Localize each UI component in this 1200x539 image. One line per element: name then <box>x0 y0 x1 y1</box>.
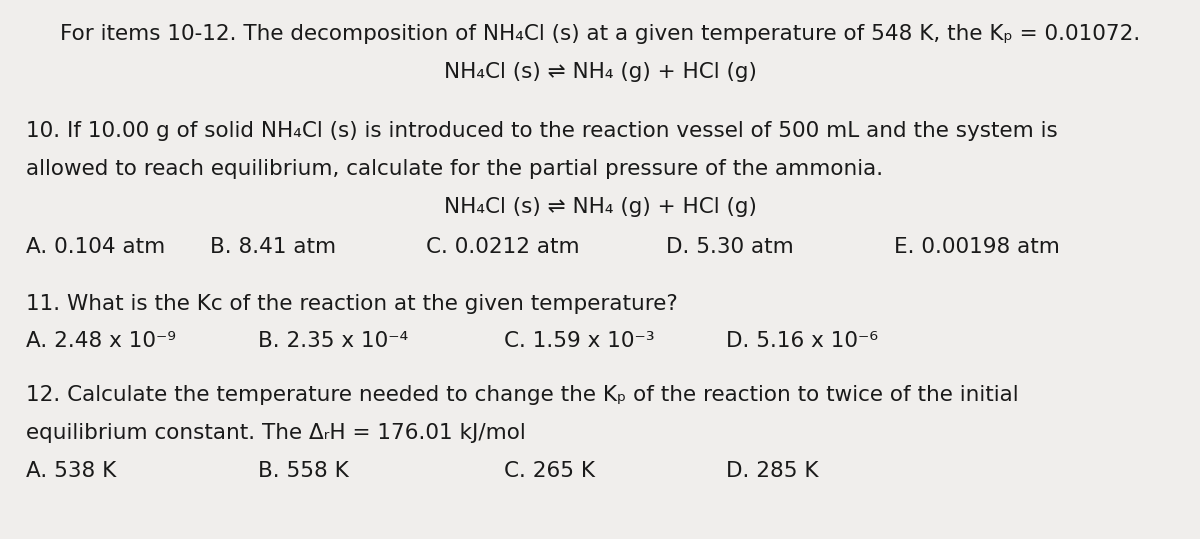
Text: B. 558 K: B. 558 K <box>258 461 349 481</box>
Text: D. 5.30 atm: D. 5.30 atm <box>666 237 793 257</box>
Text: B. 2.35 x 10⁻⁴: B. 2.35 x 10⁻⁴ <box>258 331 408 351</box>
Text: equilibrium constant. The ΔᵣH = 176.01 kJ/mol: equilibrium constant. The ΔᵣH = 176.01 k… <box>26 423 526 443</box>
Text: C. 265 K: C. 265 K <box>504 461 595 481</box>
Text: A. 2.48 x 10⁻⁹: A. 2.48 x 10⁻⁹ <box>26 331 176 351</box>
Text: D. 285 K: D. 285 K <box>726 461 818 481</box>
Text: A. 0.104 atm: A. 0.104 atm <box>26 237 166 257</box>
Text: 11. What is the Kc of the reaction at the given temperature?: 11. What is the Kc of the reaction at th… <box>26 294 678 314</box>
Text: NH₄Cl (s) ⇌ NH₄ (g) + HCl (g): NH₄Cl (s) ⇌ NH₄ (g) + HCl (g) <box>444 197 756 217</box>
Text: NH₄Cl (s) ⇌ NH₄ (g) + HCl (g): NH₄Cl (s) ⇌ NH₄ (g) + HCl (g) <box>444 62 756 82</box>
Text: allowed to reach equilibrium, calculate for the partial pressure of the ammonia.: allowed to reach equilibrium, calculate … <box>26 159 883 179</box>
Text: C. 1.59 x 10⁻³: C. 1.59 x 10⁻³ <box>504 331 655 351</box>
Text: C. 0.0212 atm: C. 0.0212 atm <box>426 237 580 257</box>
Text: D. 5.16 x 10⁻⁶: D. 5.16 x 10⁻⁶ <box>726 331 878 351</box>
Text: 10. If 10.00 g of solid NH₄Cl (s) is introduced to the reaction vessel of 500 mL: 10. If 10.00 g of solid NH₄Cl (s) is int… <box>26 121 1058 141</box>
Text: B. 8.41 atm: B. 8.41 atm <box>210 237 336 257</box>
Text: E. 0.00198 atm: E. 0.00198 atm <box>894 237 1060 257</box>
Text: A. 538 K: A. 538 K <box>26 461 116 481</box>
Text: For items 10-12. The decomposition of NH₄Cl (s) at a given temperature of 548 K,: For items 10-12. The decomposition of NH… <box>60 24 1140 44</box>
Text: 12. Calculate the temperature needed to change the Kₚ of the reaction to twice o: 12. Calculate the temperature needed to … <box>26 385 1019 405</box>
